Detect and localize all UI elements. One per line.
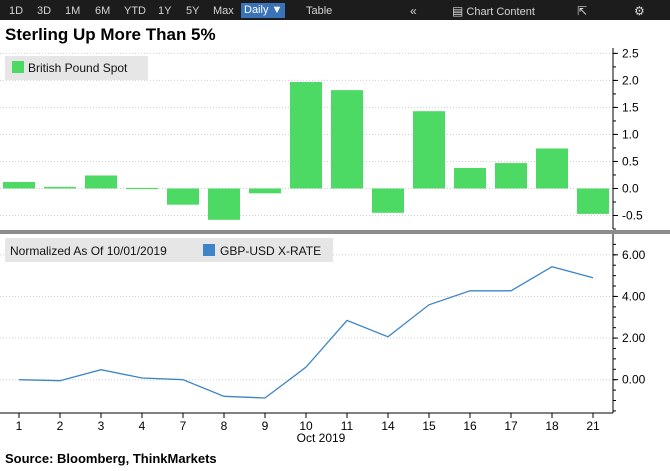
bar-15 [413, 111, 445, 189]
x-axis-ticks: 1 2 3 4 7 8 9 10 11 14 15 16 17 18 21 [16, 413, 600, 433]
line-panel: 0.00 2.00 4.00 6.00 1 2 3 4 7 8 9 10 11 14 15 16 17 18 21… [0, 234, 646, 445]
collapse-left-icon[interactable]: « [410, 4, 417, 18]
bar-panel: -0.5 0.0 0.5 1.0 1.5 2.0 2.5 British Pound Spo… [0, 46, 643, 230]
bar-y-tick-label: 2.5 [622, 46, 639, 60]
line-y-tick-label: 0.00 [622, 373, 646, 387]
dropdown-arrow-icon: ▼ [271, 4, 283, 16]
x-tick-label-15: 15 [422, 419, 436, 433]
line-legend-swatch [203, 244, 215, 256]
x-tick-label-7: 7 [180, 419, 187, 433]
bar-y-tick-label: 0.5 [622, 154, 639, 168]
range-1m-button[interactable]: 1M [65, 5, 81, 17]
line-panel-y-ticks: 0.00 2.00 4.00 6.00 [613, 243, 646, 412]
bar-7 [167, 188, 199, 205]
bar-y-tick-label: 0.0 [622, 181, 639, 195]
line-y-tick-label: 2.00 [622, 331, 646, 345]
line-legend-normalized-label: Normalized As Of 10/01/2019 [10, 244, 167, 258]
bar-8 [208, 188, 240, 220]
bar-legend-box [5, 56, 148, 80]
x-tick-label-11: 11 [341, 419, 354, 433]
line-legend-label: GBP-USD X-RATE [220, 244, 321, 258]
x-tick-label-9: 9 [262, 419, 269, 433]
bar-16 [454, 167, 486, 189]
x-tick-label-17: 17 [504, 419, 518, 433]
chart-area: -0.5 0.0 0.5 1.0 1.5 2.0 2.5 British Pound Spo… [0, 46, 670, 445]
chart-content-button[interactable]: ▤ Chart Content [452, 4, 535, 18]
bar-1 [3, 181, 35, 189]
x-tick-label-4: 4 [139, 419, 146, 433]
x-tick-label-3: 3 [98, 419, 105, 433]
range-5y-button[interactable]: 5Y [186, 5, 200, 17]
range-1d-button[interactable]: 1D [9, 5, 24, 17]
panel-divider [0, 230, 670, 234]
bar-10 [290, 82, 322, 189]
chart-content-label: Chart Content [466, 6, 535, 18]
bar-3 [85, 175, 117, 189]
bar-series [3, 82, 609, 220]
frequency-dropdown[interactable]: Daily ▼ [241, 3, 286, 18]
x-tick-label-10: 10 [299, 419, 313, 433]
x-tick-label-14: 14 [381, 419, 395, 433]
bar-legend-label: British Pound Spot [28, 61, 128, 75]
bar-y-tick-label: 1.5 [622, 100, 639, 114]
range-max-button[interactable]: Max [213, 5, 234, 17]
source-note: Source: Bloomberg, ThinkMarkets [5, 451, 217, 466]
bar-y-tick-label: -0.5 [622, 208, 643, 222]
line-legend-box [5, 238, 333, 262]
expand-icon[interactable]: ⇱ [577, 4, 588, 18]
bar-14 [372, 188, 404, 213]
bar-legend: British Pound Spot [5, 56, 148, 80]
x-tick-label-2: 2 [57, 419, 64, 433]
range-6m-button[interactable]: 6M [95, 5, 111, 17]
range-3d-button[interactable]: 3D [37, 5, 52, 17]
line-y-tick-label: 4.00 [622, 289, 646, 303]
range-ytd-button[interactable]: YTD [124, 5, 146, 17]
x-axis-label: Oct 2019 [297, 431, 346, 445]
chart-icon: ▤ [452, 4, 464, 18]
bar-legend-swatch [12, 61, 24, 73]
x-tick-label-16: 16 [463, 419, 477, 433]
bar-9 [249, 188, 281, 194]
chart-toolbar: 1D 3D 1M 6M YTD 1Y 5Y Max Daily ▼ Table … [0, 0, 670, 20]
x-tick-label-8: 8 [221, 419, 228, 433]
chart-title: Sterling Up More Than 5% [5, 25, 216, 44]
range-1y-button[interactable]: 1Y [158, 5, 172, 17]
bar-21 [577, 188, 609, 214]
bar-panel-y-ticks: -0.5 0.0 0.5 1.0 1.5 2.0 2.5 [613, 46, 643, 230]
x-tick-label-21: 21 [586, 419, 600, 433]
bar-y-tick-label: 2.0 [622, 73, 639, 87]
settings-gear-icon[interactable]: ⚙ [634, 4, 645, 18]
table-button[interactable]: Table [306, 5, 333, 17]
bar-18 [536, 148, 568, 189]
gbp-usd-line [18, 266, 594, 399]
x-tick-label-1: 1 [16, 419, 23, 433]
line-legend: Normalized As Of 10/01/2019 GBP-USD X-RA… [5, 238, 333, 262]
bar-y-tick-label: 1.0 [622, 127, 639, 141]
bar-11 [331, 90, 363, 189]
bar-2 [44, 186, 76, 189]
x-tick-label-18: 18 [545, 419, 559, 433]
line-panel-gridlines [0, 254, 613, 381]
bar-17 [495, 163, 527, 189]
bar-4 [126, 187, 158, 190]
line-y-tick-label: 6.00 [622, 248, 646, 262]
frequency-label: Daily [244, 4, 269, 16]
